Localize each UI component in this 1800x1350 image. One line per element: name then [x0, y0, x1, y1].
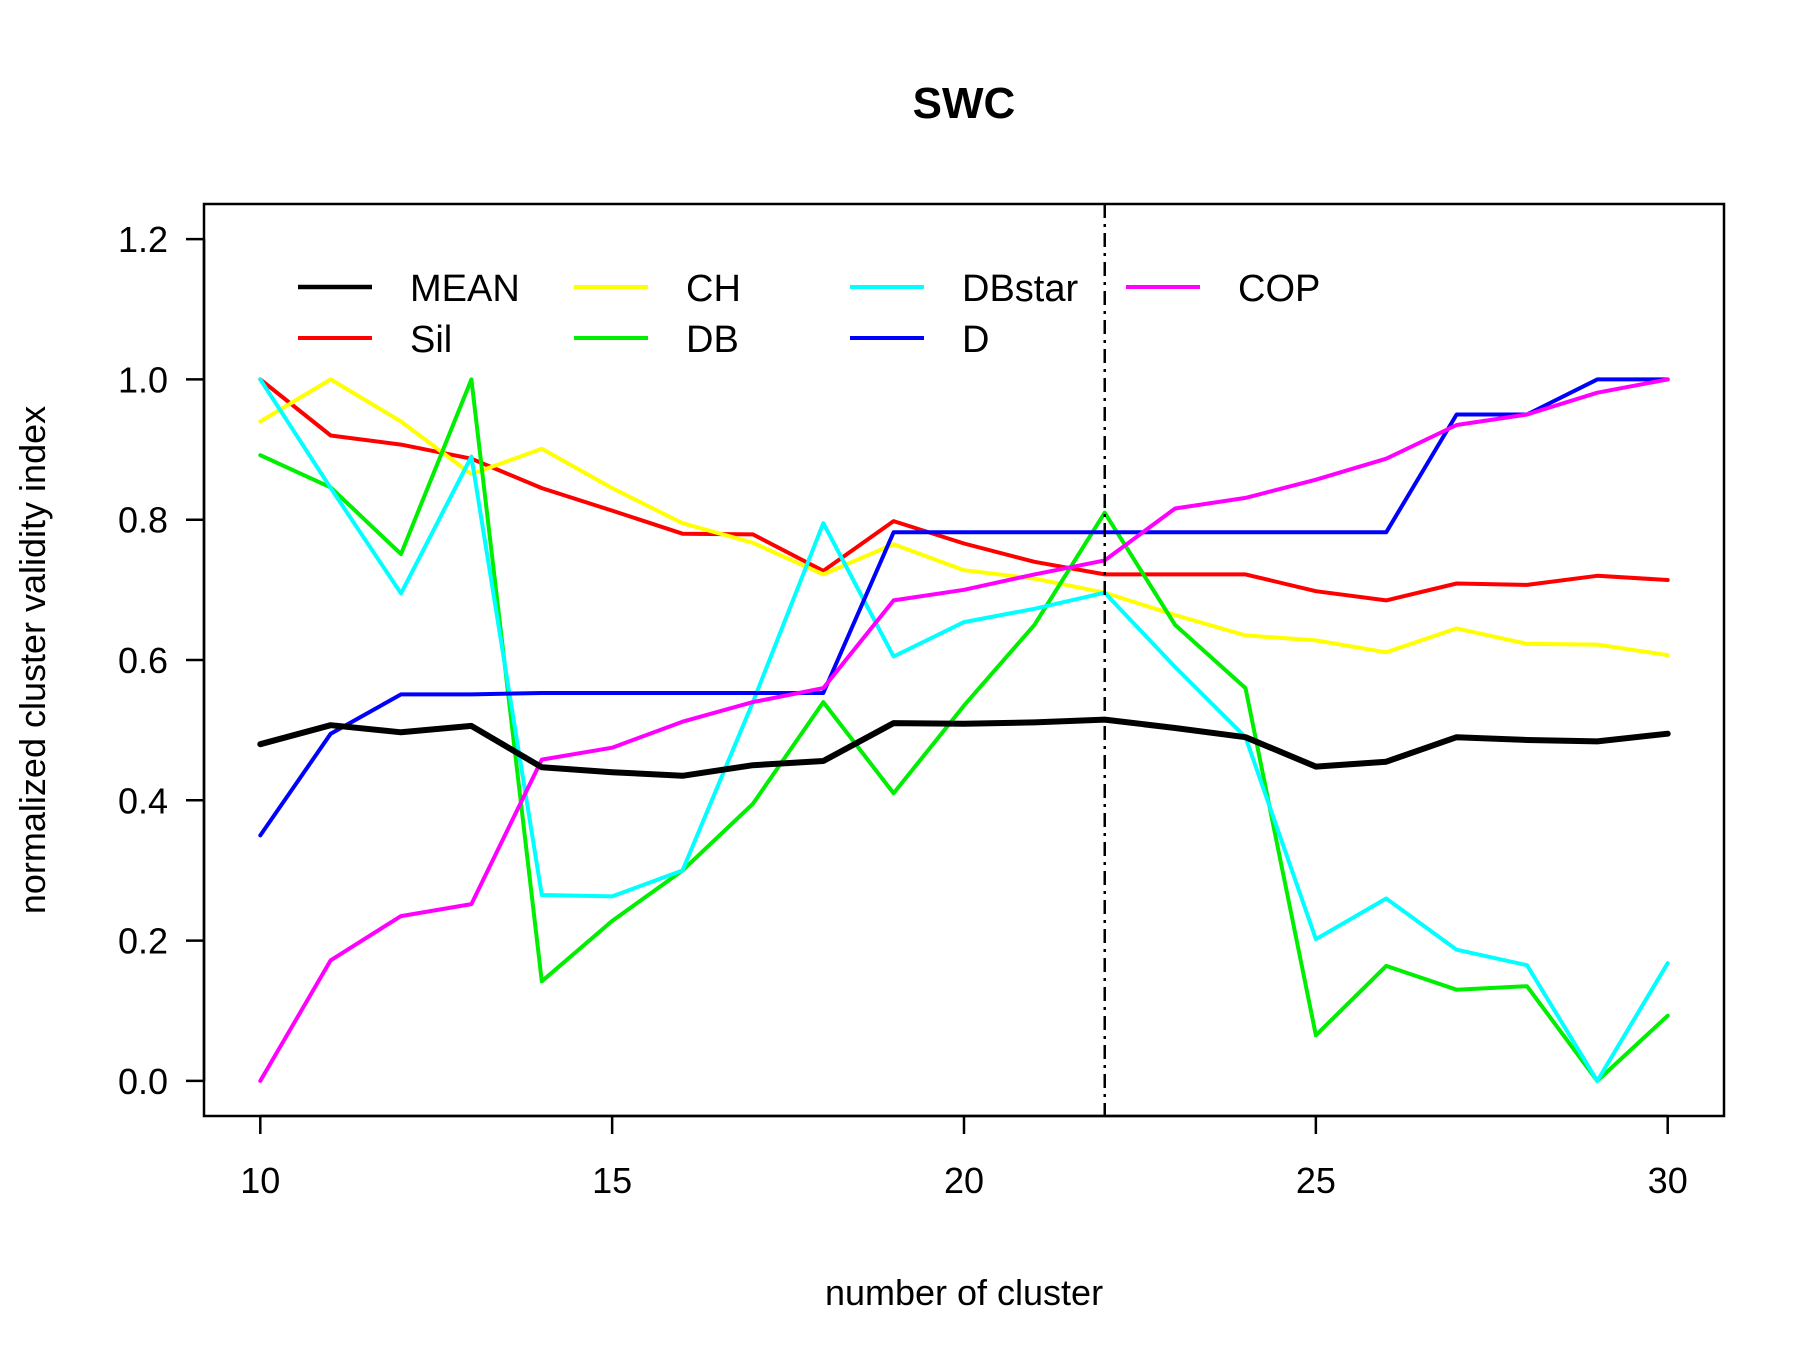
- chart-title: SWC: [913, 79, 1016, 128]
- series-line-ch: [258, 377, 1670, 658]
- y-tick-label: 0.2: [118, 921, 168, 962]
- legend-label-d: D: [962, 319, 989, 361]
- legend: MEAN CH DBstar COP Sil DB D: [298, 268, 1320, 361]
- series-line-cop: [258, 377, 1670, 1083]
- y-tick-label: 0.4: [118, 780, 168, 821]
- x-axis-label: number of cluster: [825, 1272, 1103, 1313]
- series-line-dbstar: [258, 377, 1670, 1083]
- x-tick-label: 15: [592, 1160, 632, 1201]
- x-tick-label: 10: [240, 1160, 280, 1201]
- series-line-mean: [257, 716, 1671, 779]
- x-axis: 10 15 20 25 30: [240, 1114, 1688, 1201]
- series-line-db: [258, 377, 1670, 1083]
- series-line-d: [258, 377, 1670, 838]
- legend-label-dbstar: DBstar: [962, 268, 1078, 310]
- x-tick-label: 30: [1648, 1160, 1688, 1201]
- legend-label-sil: Sil: [410, 319, 452, 361]
- x-tick-label: 20: [944, 1160, 984, 1201]
- y-tick-label: 0.6: [118, 640, 168, 681]
- y-tick-label: 0.0: [118, 1061, 168, 1102]
- y-axis: 0.0 0.2 0.4 0.6 0.8 1.0 1.2: [118, 219, 206, 1102]
- y-tick-label: 1.0: [118, 359, 168, 400]
- y-axis-label: normalized cluster validity index: [12, 406, 53, 914]
- plot-lines: [257, 377, 1671, 1083]
- y-tick-label: 1.2: [118, 219, 168, 260]
- y-tick-label: 0.8: [118, 500, 168, 541]
- series-line-sil: [258, 377, 1670, 603]
- legend-label-mean: MEAN: [410, 268, 520, 310]
- x-tick-label: 25: [1296, 1160, 1336, 1201]
- legend-label-db: DB: [686, 319, 739, 361]
- legend-label-cop: COP: [1238, 268, 1320, 310]
- legend-label-ch: CH: [686, 268, 741, 310]
